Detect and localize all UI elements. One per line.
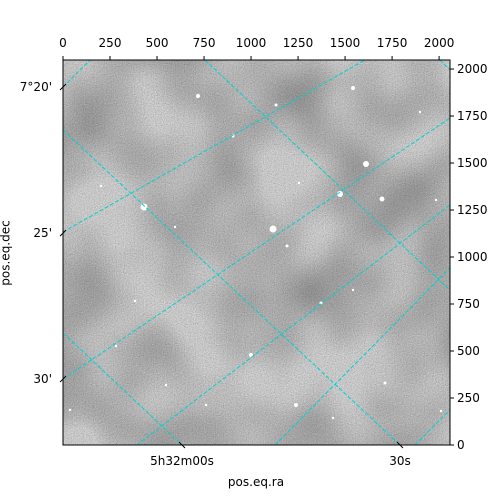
- y-tick-label: 500: [457, 344, 480, 358]
- y-tick-label: 2000: [457, 62, 488, 76]
- dec-tick: [59, 229, 67, 237]
- x-tick-label: 1750: [377, 36, 408, 50]
- stars: [68, 86, 443, 420]
- x-tick-label: 2000: [424, 36, 455, 50]
- y-tick-label: 750: [457, 297, 480, 311]
- x-tick-label: 250: [99, 36, 122, 50]
- y-tick-label: 0: [457, 438, 465, 452]
- dec-tick: [59, 83, 67, 91]
- y-tick-label: 1000: [457, 250, 488, 264]
- sky-image: [63, 60, 450, 445]
- x-tick-label: 0: [59, 36, 67, 50]
- coordinate-grid: [63, 60, 450, 445]
- y-tick-label: 1750: [457, 109, 488, 123]
- x-tick-label: 750: [193, 36, 216, 50]
- dec-tick-label: 30': [33, 372, 52, 386]
- x-tick-label: 500: [146, 36, 169, 50]
- x-tick-label: 1500: [330, 36, 361, 50]
- y-tick-label: 250: [457, 391, 480, 405]
- dec-tick: [59, 375, 67, 383]
- y-tick-label: 1500: [457, 156, 488, 170]
- ra-tick: [396, 441, 404, 449]
- x-axis-label: pos.eq.ra: [228, 475, 284, 489]
- x-tick-label: 1250: [283, 36, 314, 50]
- dec-tick-label: 7°20': [20, 80, 52, 94]
- ra-tick-label: 5h32m00s: [150, 454, 214, 468]
- frame: [62, 59, 451, 446]
- dec-tick-label: 25': [33, 226, 52, 240]
- ra-tick-label: 30s: [389, 454, 411, 468]
- x-tick-label: 1000: [236, 36, 267, 50]
- ra-tick: [178, 441, 186, 449]
- y-axis-label: pos.eq.dec: [0, 220, 13, 285]
- y-tick-label: 1250: [457, 203, 488, 217]
